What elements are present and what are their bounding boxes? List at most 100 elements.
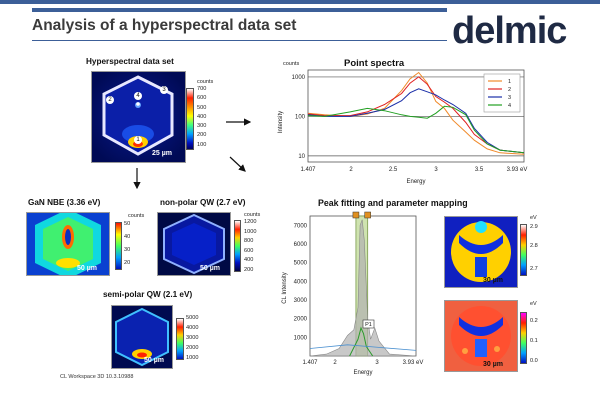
cbar-tick: 20 [124,260,131,266]
legend-label-3: 3 [508,95,511,101]
spectra-yunit: counts [283,61,300,67]
range-handle-left [352,211,360,219]
peak-ytick: 1000 [294,335,308,341]
cbar-tick: 1000 [244,228,257,235]
spectra-ylabel: Intensity [278,111,284,133]
title-band [32,8,447,12]
spectra-xtick: 3 [434,167,438,173]
peak-ylabel: CL Intensity [282,272,288,303]
peak-ytick: 7000 [294,223,308,229]
param-map2-colorbar [520,312,527,364]
param-map-energy-image [445,217,517,287]
legend-label-2: 2 [508,87,511,93]
hyperspectral-title: Hyperspectral data set [86,57,174,66]
semipolar-map[interactable]: 50 µm [111,305,173,369]
footer-version: CL Workspace 3D 10.3.10988 [60,374,134,380]
delmic-logo: delmic [452,10,567,52]
peak-ytick: 4000 [294,279,308,285]
hyperspectral-colorbar [186,88,194,150]
marker-3[interactable]: 3 [160,86,168,94]
gan-map[interactable]: 50 µm [26,212,110,276]
semipolar-image [112,306,172,368]
spectra-ytick: 1000 [292,75,306,81]
param-map2-tick: 0.2 [530,318,538,324]
peak-ytick: 3000 [294,298,308,304]
spectra-xtick: 3.93 eV [507,167,528,173]
title-rule [32,40,447,41]
cbar-tick: 30 [124,247,131,253]
nonpolar-cbar-ticks: 1200 1000 800 600 400 200 [244,219,256,276]
spectrum-line-2 [307,76,525,154]
nonpolar-cbar-label: counts [244,212,261,218]
scale-label: 25 µm [152,150,172,157]
point-spectra-chart[interactable]: 1000 100 10 1.407 2 2.5 3 3.5 3.93 eV En… [272,66,530,191]
peak-xlabel: Energy [353,370,372,376]
semipolar-colorbar [176,318,184,360]
nonpolar-title: non-polar QW (2.7 eV) [160,198,246,207]
peak-label-box[interactable] [362,319,375,329]
legend-label-4: 4 [508,103,511,109]
param-map1-tick: 2.7 [530,266,538,272]
spectra-legend-items: 1 2 3 4 [488,79,511,109]
param-map-energy[interactable]: 30 µm [444,216,518,288]
param-map1-colorbar [520,224,527,276]
marker-4[interactable]: 4 [134,92,142,100]
semipolar-scale: 50 µm [144,357,164,364]
peak-ytick: 5000 [294,261,308,267]
peak-xtick: 3.93 eV [403,360,424,366]
cbar-tick: 4000 [186,325,199,331]
peak-xtick: 2 [333,360,337,366]
peak-fitting-chart[interactable]: CL Intensity Energy 7000 6000 5000 4000 … [280,206,430,378]
cbar-tick: 600 [244,247,254,254]
cbar-tick: 200 [197,132,207,139]
param-map-width[interactable]: 30 µm [444,300,518,372]
param-map2-tick: 0.0 [530,358,538,364]
param-map2-tick: 0.1 [530,338,538,344]
param-map1-tick: 2.9 [530,224,538,230]
cbar-tick: 400 [244,257,254,263]
spectra-xtick: 2.5 [389,167,398,173]
hyperspectral-map[interactable]: 2 3 4 1 25 µm [91,71,186,163]
param-map2-cbar-label: eV [530,301,537,307]
marker-2[interactable]: 2 [106,96,114,104]
param-map1-scale: 30 µm [483,277,503,284]
peak-p1-curve [349,326,374,357]
cbar-tick: 200 [244,266,254,273]
spectra-xtick: 1.407 [300,167,316,173]
cbar-tick: 400 [197,113,207,120]
param-map1-cbar-label: eV [530,215,537,221]
peak-xtick: 1.407 [302,360,318,366]
marker-1[interactable]: 1 [134,136,142,144]
gan-image [27,213,109,275]
cbar-tick: 5000 [186,315,199,321]
hyperspectral-image [92,72,185,162]
top-accent-bar [0,0,600,4]
nonpolar-image [158,213,230,275]
param-map2-scale: 30 µm [483,361,503,368]
cbar-tick: 700 [197,86,207,92]
param-map1-tick: 2.8 [530,243,538,249]
nonpolar-colorbar [234,220,241,272]
cbar-tick: 1000 [186,355,199,361]
spectra-ytick: 100 [295,114,306,120]
semipolar-title: semi-polar QW (2.1 eV) [103,290,193,299]
cbar-tick: 2000 [186,345,199,351]
nonpolar-map[interactable]: 50 µm [157,212,231,276]
spectra-title: Point spectra [344,58,405,69]
cbar-tick: 3000 [186,335,199,341]
spectra-xlabel: Energy [406,179,425,185]
cbar-tick: 100 [197,141,207,148]
slide-title: Analysis of a hyperspectral data set [32,17,297,34]
spectrum-line-3 [307,88,525,154]
param-map-width-image [445,301,517,371]
spectra-xtick: 2 [349,167,353,173]
spectra-lines [307,71,525,155]
hyperspectral-cbar-label: counts [197,79,214,85]
cbar-tick: 40 [124,234,131,240]
arrow-diagonal [229,156,246,172]
semipolar-cbar-ticks: 5000 4000 3000 2000 1000 [186,315,198,365]
legend-label-1: 1 [508,79,511,85]
baseline-curve [309,344,417,351]
gan-cbar-ticks: 50 40 30 20 [124,221,130,273]
peak-xtick: 3 [375,360,379,366]
